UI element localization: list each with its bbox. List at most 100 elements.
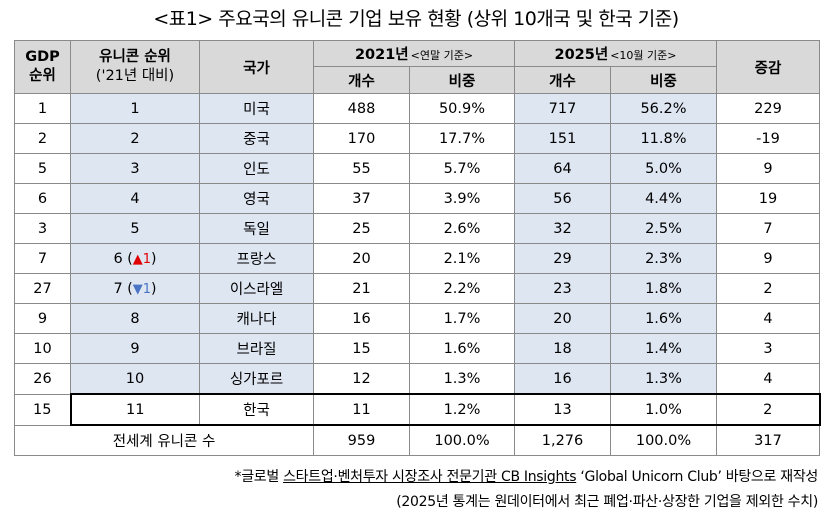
rank-change-indicator: (▼1) xyxy=(122,280,157,297)
unicorn-rank-value: 2 xyxy=(130,130,140,147)
unicorn-rank-cell: 10 xyxy=(70,363,200,395)
share-2021-cell: 2.1% xyxy=(409,243,515,274)
count-2021-cell: 25 xyxy=(313,213,410,244)
table-row: 26 10 싱가포르 12 1.3% 16 1.3% 4 xyxy=(14,363,820,395)
share-2021-cell: 17.7% xyxy=(409,123,515,154)
gdp-rank-cell: 2 xyxy=(14,123,71,154)
country-cell: 브라질 xyxy=(199,333,314,364)
change-cell: -19 xyxy=(716,123,820,154)
share-2025-cell: 11.8% xyxy=(610,123,717,154)
country-cell: 독일 xyxy=(199,213,314,244)
gdp-rank-cell: 9 xyxy=(14,303,71,334)
count-2025-cell: 13 xyxy=(514,393,611,426)
gdp-rank-cell: 15 xyxy=(14,393,71,426)
rank-change-value: 1 xyxy=(142,281,151,297)
share-2025-cell: 1.0% xyxy=(610,393,717,426)
unicorn-rank-cell: 9 xyxy=(70,333,200,364)
unicorn-rank-value: 3 xyxy=(130,160,140,177)
header-count-2025: 개수 xyxy=(514,66,611,94)
unicorn-rank-cell: 7 (▼1) xyxy=(70,273,200,304)
share-2021-cell: 3.9% xyxy=(409,183,515,214)
change-cell: 2 xyxy=(716,273,820,304)
header-count-2021: 개수 xyxy=(313,66,410,94)
share-2025-cell: 5.0% xyxy=(610,153,717,184)
table-row: 3 5 독일 25 2.6% 32 2.5% 7 xyxy=(14,213,820,244)
change-cell: 7 xyxy=(716,213,820,244)
gdp-rank-cell: 5 xyxy=(14,153,71,184)
unicorn-table: GDP 순위 유니콘 순위 ('21년 대비) 국가 2021년 <연말 기준> 20… xyxy=(14,40,821,456)
share-2021-cell: 2.2% xyxy=(409,273,515,304)
source-note-detail: (2025년 통계는 원데이터에서 최근 폐업·파산·상장한 기업을 제외한 수… xyxy=(396,494,818,510)
country-cell: 싱가포르 xyxy=(199,363,314,395)
change-cell: 3 xyxy=(716,333,820,364)
gdp-rank-cell: 26 xyxy=(14,363,71,395)
country-cell: 이스라엘 xyxy=(199,273,314,304)
count-2021-cell: 16 xyxy=(313,303,410,334)
count-2025-cell: 56 xyxy=(514,183,611,214)
country-cell: 인도 xyxy=(199,153,314,184)
share-2021-cell: 1.7% xyxy=(409,303,515,334)
table-row-total: 전세계 유니콘 수 959 100.0% 1,276 100.0% 317 xyxy=(14,424,820,456)
count-2025-cell: 64 xyxy=(514,153,611,184)
share-2025-cell: 56.2% xyxy=(610,93,717,124)
share-2025-cell: 1.3% xyxy=(610,363,717,395)
rank-up-icon: ▲ xyxy=(132,251,143,267)
unicorn-rank-value: 7 xyxy=(113,280,123,297)
unicorn-rank-cell: 3 xyxy=(70,153,200,184)
total-count-2021-cell: 959 xyxy=(313,424,410,456)
header-unicorn-rank: 유니콘 순위 ('21년 대비) xyxy=(70,40,200,94)
unicorn-rank-cell: 5 xyxy=(70,213,200,244)
unicorn-rank-value: 9 xyxy=(130,340,140,357)
share-2021-cell: 1.3% xyxy=(409,363,515,395)
change-cell: 9 xyxy=(716,243,820,274)
share-2025-cell: 1.4% xyxy=(610,333,717,364)
total-count-2025-cell: 1,276 xyxy=(514,424,611,456)
unicorn-rank-value: 6 xyxy=(113,250,123,267)
country-cell: 프랑스 xyxy=(199,243,314,274)
count-2021-cell: 21 xyxy=(313,273,410,304)
header-2021: 2021년 <연말 기준> xyxy=(313,40,515,67)
unicorn-rank-value: 8 xyxy=(130,310,140,327)
gdp-rank-cell: 27 xyxy=(14,273,71,304)
unicorn-rank-cell: 8 xyxy=(70,303,200,334)
country-cell: 미국 xyxy=(199,93,314,124)
total-label-cell: 전세계 유니콘 수 xyxy=(14,424,314,456)
unicorn-rank-value: 1 xyxy=(130,100,140,117)
share-2025-cell: 1.6% xyxy=(610,303,717,334)
share-2021-cell: 50.9% xyxy=(409,93,515,124)
country-cell: 영국 xyxy=(199,183,314,214)
unicorn-rank-value: 10 xyxy=(125,370,145,387)
count-2025-cell: 18 xyxy=(514,333,611,364)
share-2021-cell: 1.6% xyxy=(409,333,515,364)
count-2021-cell: 37 xyxy=(313,183,410,214)
change-cell: 4 xyxy=(716,363,820,395)
unicorn-rank-cell: 11 xyxy=(69,393,200,426)
count-2021-cell: 55 xyxy=(313,153,410,184)
gdp-rank-cell: 7 xyxy=(14,243,71,274)
country-cell: 중국 xyxy=(199,123,314,154)
country-cell: 캐나다 xyxy=(199,303,314,334)
table-body: 1 1 미국 488 50.9% 717 56.2% 229 2 2 중국 170 17.7% 151 11… xyxy=(14,93,821,456)
share-2021-cell: 5.7% xyxy=(409,153,515,184)
gdp-rank-cell: 3 xyxy=(14,213,71,244)
change-cell: 19 xyxy=(716,183,820,214)
count-2025-cell: 717 xyxy=(514,93,611,124)
change-cell: 4 xyxy=(716,303,820,334)
header-share-2025: 비중 xyxy=(610,66,717,94)
gdp-rank-cell: 1 xyxy=(14,93,71,124)
count-2021-cell: 488 xyxy=(313,93,410,124)
count-2025-cell: 29 xyxy=(514,243,611,274)
table-row: 10 9 브라질 15 1.6% 18 1.4% 3 xyxy=(14,333,820,364)
table-title: <표1> 주요국의 유니콘 기업 보유 현황 (상위 10개국 및 한국 기준) xyxy=(153,8,679,30)
unicorn-rank-cell: 2 xyxy=(70,123,200,154)
count-2021-cell: 15 xyxy=(313,333,410,364)
total-share-2021-cell: 100.0% xyxy=(409,424,515,456)
unicorn-rank-cell: 1 xyxy=(70,93,200,124)
unicorn-rank-cell: 4 xyxy=(70,183,200,214)
count-2025-cell: 151 xyxy=(514,123,611,154)
count-2021-cell: 20 xyxy=(313,243,410,274)
total-change-cell: 317 xyxy=(716,424,820,456)
table-row: 5 3 인도 55 5.7% 64 5.0% 9 xyxy=(14,153,820,184)
share-2021-cell: 1.2% xyxy=(409,393,515,426)
count-2025-cell: 16 xyxy=(514,363,611,395)
